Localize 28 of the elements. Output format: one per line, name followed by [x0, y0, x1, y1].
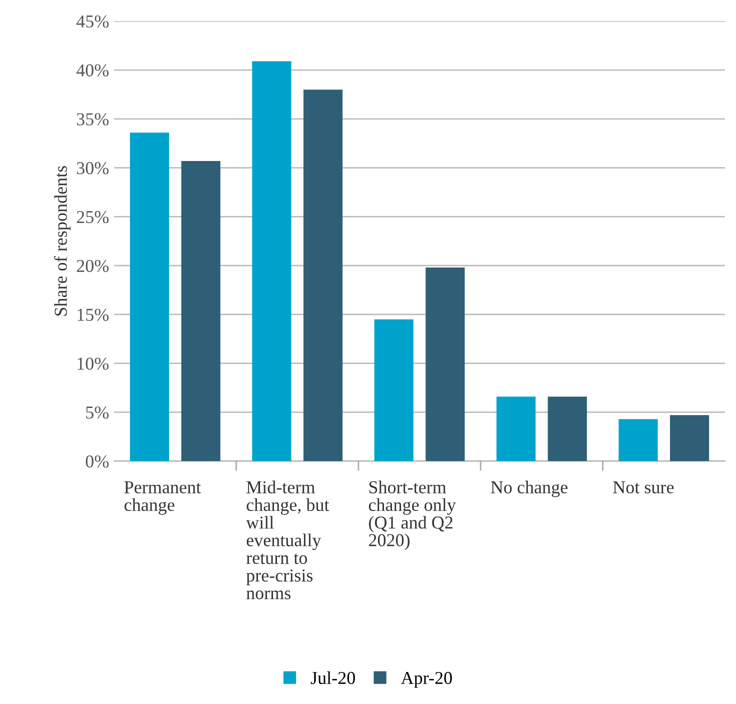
- x-tick-label: Short-term change only (Q1 and Q2 2020): [368, 480, 456, 550]
- bar: [426, 268, 465, 462]
- legend-label: Jul-20: [310, 671, 355, 684]
- bar: [618, 419, 658, 462]
- y-tick-label: 0%: [86, 455, 109, 468]
- y-tick-label: 30%: [76, 162, 109, 174]
- bar: [548, 396, 587, 462]
- bar: [670, 415, 710, 462]
- bar: [181, 160, 220, 462]
- legend-label: Apr-20: [400, 672, 452, 688]
- y-tick-label: 15%: [78, 308, 109, 321]
- bar: [252, 61, 292, 462]
- y-tick-label: 40%: [76, 64, 109, 77]
- x-tick-label: Permanent change: [124, 481, 201, 515]
- y-tick-label: 5%: [86, 406, 109, 419]
- y-tick-label: 35%: [76, 113, 109, 126]
- y-tick-label: 25%: [76, 210, 109, 224]
- bar: [130, 132, 170, 462]
- bar: [374, 319, 414, 462]
- x-tick-label: No change: [490, 480, 568, 498]
- y-axis-title: Share of respondents: [54, 166, 71, 316]
- bar: [303, 90, 343, 462]
- y-tick-label: 20%: [76, 260, 109, 272]
- y-tick-label: 45%: [76, 15, 109, 28]
- bar: [496, 396, 536, 462]
- x-tick-label: Mid-term change, but will eventually return to pre-crisis norms: [246, 480, 330, 600]
- x-tick-label: Not sure: [613, 481, 674, 494]
- y-tick-label: 10%: [78, 358, 109, 370]
